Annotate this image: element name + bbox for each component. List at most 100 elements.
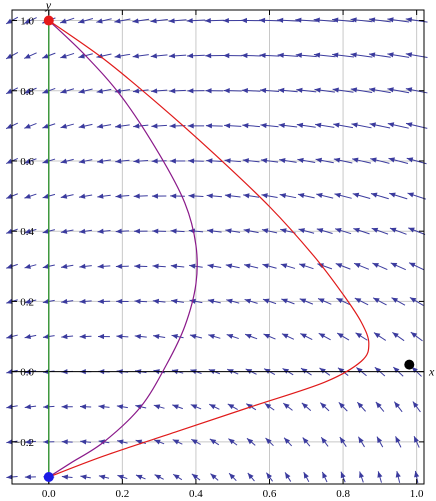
field-arrow xyxy=(60,52,75,59)
field-arrow xyxy=(224,123,242,129)
field-arrow xyxy=(371,227,389,235)
field-arrow xyxy=(24,333,37,340)
field-arrow xyxy=(314,122,335,128)
field-arrow xyxy=(387,122,409,129)
field-arrow xyxy=(241,52,261,59)
field-arrow xyxy=(333,157,353,164)
field-arrow xyxy=(280,263,296,269)
field-arrow xyxy=(206,158,223,164)
field-arrow xyxy=(78,17,94,24)
field-arrow xyxy=(60,263,74,269)
x-tick-label: 1.0 xyxy=(410,488,424,500)
marked-points xyxy=(43,15,415,482)
field-arrow xyxy=(340,471,346,483)
field-arrow xyxy=(151,123,167,129)
field-arrow xyxy=(24,193,37,199)
field-arrow xyxy=(191,438,201,445)
field-arrow xyxy=(407,192,426,200)
field-arrow xyxy=(97,263,111,269)
x-tick-label: 0.6 xyxy=(263,488,277,500)
field-arrow xyxy=(315,157,334,164)
field-arrow xyxy=(278,87,298,93)
field-arrow xyxy=(98,333,110,340)
field-arrow xyxy=(60,193,74,199)
field-arrow xyxy=(303,471,310,483)
field-arrow xyxy=(260,122,279,129)
trajectory-3 xyxy=(48,20,370,478)
field-arrow xyxy=(369,122,391,129)
field-arrow xyxy=(96,53,112,59)
field-arrow xyxy=(98,474,110,480)
field-arrow xyxy=(302,437,311,447)
field-arrow xyxy=(204,18,224,24)
field-arrow xyxy=(153,404,165,410)
field-arrow xyxy=(279,193,297,199)
field-arrow xyxy=(205,123,223,129)
field-arrow xyxy=(169,88,186,94)
field-arrow xyxy=(60,17,75,24)
field-arrow xyxy=(150,18,168,24)
field-arrow xyxy=(355,332,368,341)
field-arrow xyxy=(134,298,148,305)
field-arrow xyxy=(79,298,92,305)
field-arrow xyxy=(24,87,37,94)
field-arrow xyxy=(24,263,37,269)
field-arrow xyxy=(171,333,184,340)
field-arrow xyxy=(187,88,205,94)
field-arrow xyxy=(134,333,147,340)
field-arrow xyxy=(132,53,149,59)
field-arrow xyxy=(368,87,391,94)
field-arrow xyxy=(413,435,420,448)
field-arrow xyxy=(133,158,149,164)
field-arrow xyxy=(316,192,334,199)
field-arrow xyxy=(209,438,220,446)
field-arrow xyxy=(170,228,185,234)
field-arrow xyxy=(205,88,224,94)
field-arrow xyxy=(226,298,240,304)
field-arrow xyxy=(207,228,222,234)
field-arrow xyxy=(133,193,148,199)
y-tick-label: 0.8 xyxy=(20,86,34,98)
field-arrow xyxy=(24,298,37,304)
field-arrow xyxy=(352,192,371,199)
field-arrow xyxy=(259,52,280,59)
field-arrow xyxy=(353,227,370,235)
field-arrow xyxy=(334,228,352,235)
field-arrow xyxy=(356,401,366,412)
field-arrow xyxy=(284,472,292,482)
field-arrow xyxy=(372,262,388,270)
field-arrow xyxy=(295,52,317,58)
field-arrow xyxy=(207,298,221,304)
field-arrow xyxy=(189,333,203,340)
field-arrow xyxy=(320,436,329,447)
field-arrow xyxy=(266,472,273,482)
field-arrow xyxy=(314,87,335,93)
field-arrow xyxy=(60,228,74,234)
field-arrow xyxy=(350,87,373,93)
field-arrow xyxy=(263,333,276,340)
field-arrow xyxy=(264,402,275,411)
field-arrow xyxy=(79,333,92,340)
field-arrow xyxy=(78,158,93,164)
field-arrow xyxy=(321,471,328,483)
x-tick-label: 0.0 xyxy=(42,488,56,500)
field-arrow xyxy=(60,123,74,129)
field-arrow xyxy=(188,193,204,199)
field-arrow xyxy=(24,404,37,410)
field-arrow xyxy=(265,437,274,447)
field-arrow xyxy=(116,333,129,340)
axes xyxy=(11,9,425,485)
field-arrow xyxy=(114,18,131,24)
field-arrow xyxy=(296,122,316,128)
field-arrow xyxy=(299,298,314,305)
field-arrow xyxy=(318,332,331,341)
field-arrow xyxy=(79,228,93,234)
tick-labels: 0.0 0.2 0.4 0.6 0.8 1.0 −0.2 0.0 0.2 0.4 0.6 0.8 1.0 xyxy=(14,16,424,500)
field-arrow xyxy=(96,88,112,94)
field-arrow xyxy=(78,88,93,94)
field-arrow xyxy=(151,88,168,94)
x-tick-label: 0.8 xyxy=(336,488,350,500)
plot-frame xyxy=(11,9,425,485)
field-arrow xyxy=(372,297,387,306)
field-arrow xyxy=(172,439,183,445)
